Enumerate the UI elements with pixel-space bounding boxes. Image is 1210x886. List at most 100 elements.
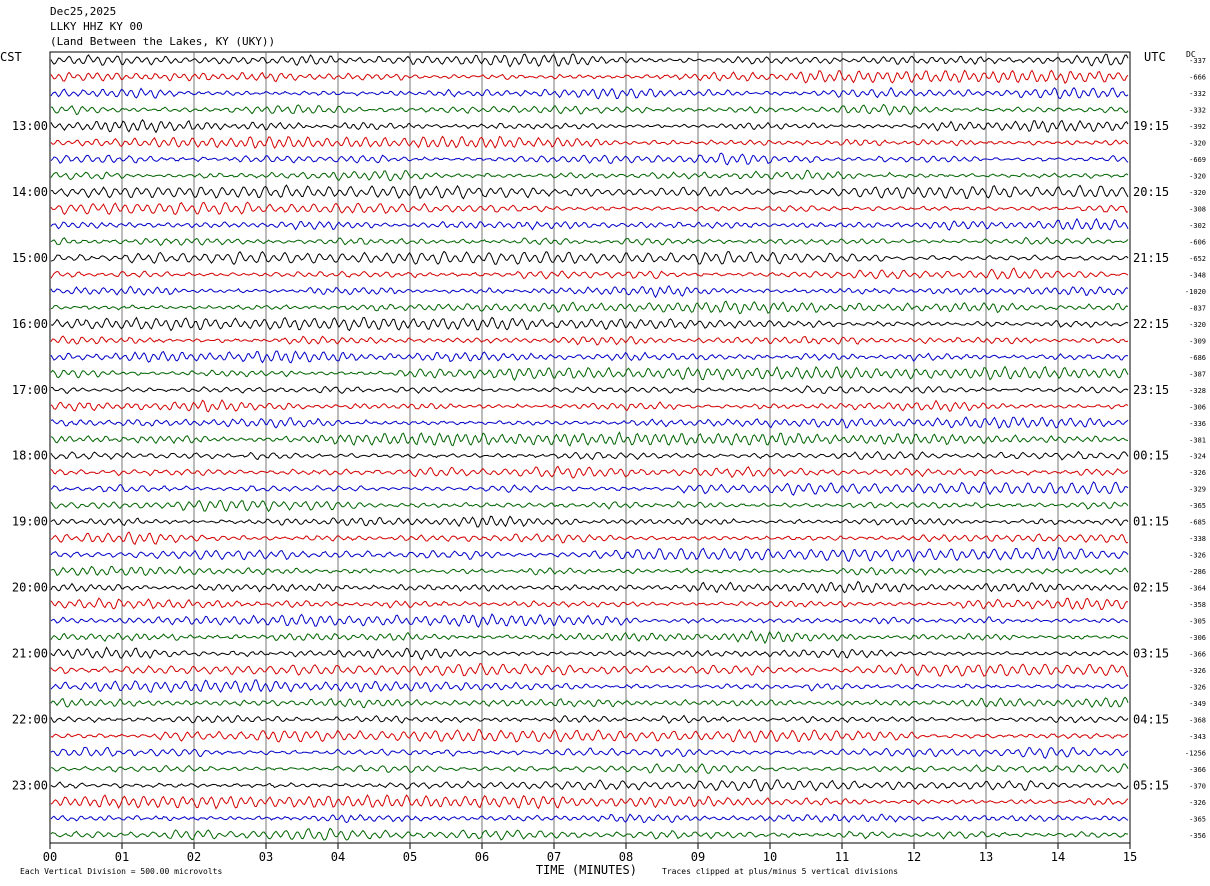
x-tick-label: 09 [691, 850, 705, 864]
dc-offset-label: -1020 [1185, 288, 1206, 296]
seismic-trace [50, 630, 1129, 645]
seismic-trace [50, 646, 1129, 661]
seismic-trace [50, 515, 1129, 528]
scale-note: Each Vertical Division = 500.00 microvol… [20, 867, 222, 876]
cst-hour-label: 18:00 [12, 449, 48, 463]
seismic-trace [50, 580, 1129, 594]
x-tick-label: 13 [979, 850, 993, 864]
dc-offset-label: -366 [1189, 650, 1206, 658]
dc-offset-label: -338 [1189, 535, 1206, 543]
dc-offset-label: -366 [1189, 766, 1206, 774]
dc-offset-label: -686 [1189, 354, 1206, 362]
x-tick-label: 12 [907, 850, 921, 864]
dc-offset-label: -320 [1189, 321, 1206, 329]
plot-grid [49, 51, 1131, 849]
seismic-trace [50, 827, 1129, 841]
dc-offset-label: -286 [1189, 568, 1206, 576]
dc-offset-label: -1256 [1185, 749, 1206, 757]
utc-hour-label: 00:15 [1133, 449, 1169, 463]
seismic-trace [50, 450, 1129, 461]
seismic-trace [50, 679, 1129, 694]
dc-offset-label: -652 [1189, 255, 1206, 263]
seismic-trace [50, 714, 1129, 724]
dc-offset-label: -837 [1189, 304, 1206, 312]
dc-offset-label: -329 [1189, 486, 1206, 494]
dc-column-label: DC [1186, 50, 1196, 59]
x-tick-label: 01 [115, 850, 129, 864]
cst-hour-label: 16:00 [12, 317, 48, 331]
seismic-trace [50, 335, 1129, 346]
seismic-trace [50, 250, 1129, 266]
seismic-trace [50, 746, 1129, 759]
header-date: Dec25,2025 [50, 5, 117, 18]
seismic-trace [50, 103, 1129, 116]
utc-hour-label: 22:15 [1133, 317, 1169, 331]
utc-hour-label: 04:15 [1133, 712, 1169, 726]
seismic-trace [50, 813, 1129, 824]
x-tick-label: 00 [43, 850, 57, 864]
dc-offset-label: -392 [1189, 123, 1206, 131]
seismic-trace [50, 285, 1129, 299]
x-tick-label: 06 [475, 850, 489, 864]
x-axis-title: TIME (MINUTES) [536, 863, 637, 877]
seismic-trace [50, 217, 1129, 231]
seismic-trace [50, 399, 1129, 413]
seismic-trace [50, 416, 1129, 430]
dc-offset-label: -685 [1189, 519, 1206, 527]
x-tick-label: 02 [187, 850, 201, 864]
dc-offset-label: -320 [1189, 140, 1206, 148]
cst-axis-label: CST [0, 50, 22, 64]
dc-offset-label: -368 [1189, 716, 1206, 724]
dc-offset-label: -326 [1189, 799, 1206, 807]
seismic-trace [50, 69, 1129, 85]
utc-axis-label: UTC [1144, 50, 1166, 64]
utc-hour-label: 21:15 [1133, 251, 1169, 265]
x-tick-label: 10 [763, 850, 777, 864]
cst-hour-label: 21:00 [12, 646, 48, 660]
utc-hour-label: 02:15 [1133, 581, 1169, 595]
dc-offset-label: -669 [1189, 156, 1206, 164]
cst-hour-label: 17:00 [12, 383, 48, 397]
dc-offset-label: -305 [1189, 618, 1206, 626]
dc-offset-label: -309 [1189, 337, 1206, 345]
dc-offset-label: -326 [1189, 683, 1206, 691]
x-tick-label: 03 [259, 850, 273, 864]
seismic-trace [50, 728, 1129, 743]
utc-hour-label: 03:15 [1133, 646, 1169, 660]
seismic-trace [50, 300, 1129, 315]
seismic-trace [50, 794, 1129, 810]
plot-frame [49, 51, 1131, 844]
x-tick-label: 14 [1051, 850, 1065, 864]
utc-hour-label: 20:15 [1133, 185, 1169, 199]
dc-offset-label: -337 [1189, 57, 1206, 65]
seismic-trace [51, 184, 1129, 200]
seismic-trace [50, 152, 1129, 166]
x-tick-label: 07 [547, 850, 561, 864]
dc-offset-label: -332 [1189, 107, 1206, 115]
seismic-trace [50, 53, 1129, 68]
dc-offset-label: -302 [1189, 222, 1206, 230]
seismic-trace [50, 779, 1129, 792]
x-tick-label: 08 [619, 850, 633, 864]
axis-labels: 00 01 02 03 04 05 06 07 08 09 10 11 12 13 14 15 -337 -666… [0, 50, 1206, 877]
seismic-trace [50, 119, 1129, 134]
dc-offset-label: -324 [1189, 453, 1206, 461]
dc-offset-label: -308 [1189, 206, 1206, 214]
dc-offset-label: -387 [1189, 370, 1206, 378]
dc-offset-label: -356 [1189, 832, 1206, 840]
seismic-trace [50, 316, 1129, 332]
dc-offset-label: -365 [1189, 815, 1206, 823]
dc-offset-label: -370 [1189, 782, 1206, 790]
dc-offset-label: -306 [1189, 403, 1206, 411]
cst-hour-label: 22:00 [12, 712, 48, 726]
seismic-trace [50, 597, 1129, 611]
dc-offset-label: -381 [1189, 436, 1206, 444]
seismic-trace [50, 763, 1129, 774]
seismic-trace [50, 267, 1129, 280]
header-station: LLKY HHZ KY 00 [50, 20, 143, 33]
seismic-trace [50, 169, 1129, 182]
seismic-trace [50, 663, 1129, 678]
seismic-trace [50, 431, 1129, 447]
dc-offset-label: -326 [1189, 552, 1206, 560]
